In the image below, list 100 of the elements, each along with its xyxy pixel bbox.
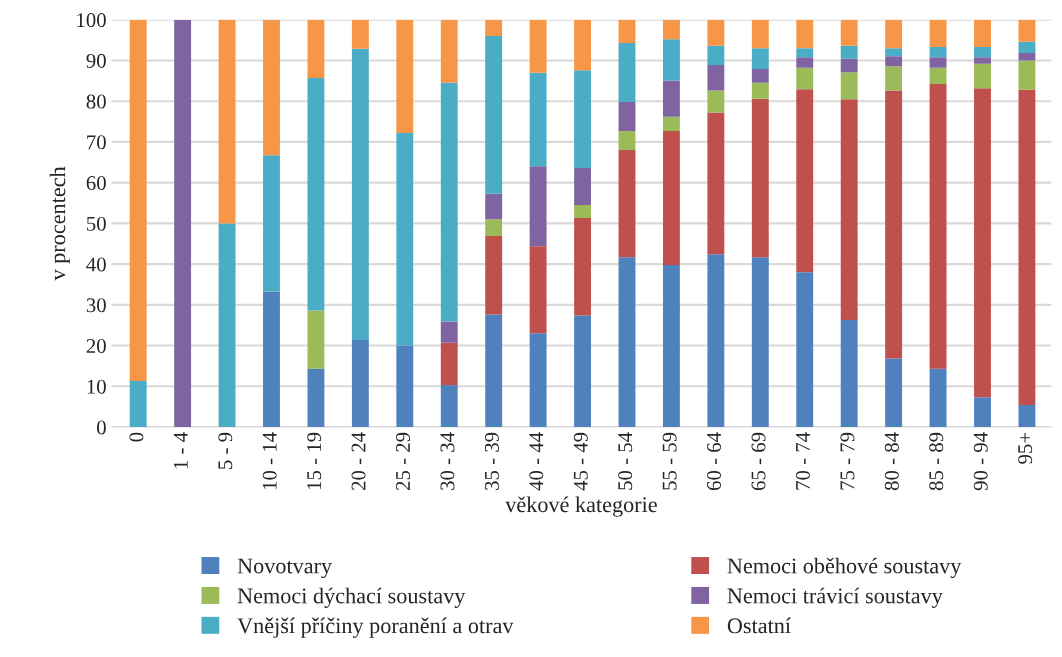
bar [885,358,903,428]
bar [662,116,680,131]
bar [885,56,903,67]
y-tick-label: 80 [86,94,106,109]
bar [796,67,814,90]
x-axis-title: věkové kategorie [505,496,657,517]
bar [796,19,814,49]
bar [529,166,547,247]
bar [440,342,458,386]
legend-label: Nemoci dýchací soustavy [237,587,466,608]
y-axis-title: v procentech [49,166,70,281]
bar [618,257,636,428]
y-tick-label: 60 [86,176,106,191]
x-tick-label: 60 - 64 [707,432,722,491]
bar [885,66,903,91]
bar [751,19,769,49]
bar [351,339,369,428]
bar [440,385,458,428]
bar [529,333,547,428]
bar [662,39,680,81]
bar [529,72,547,167]
bar [707,45,725,65]
x-tick-label: 55 - 59 [662,432,677,490]
bar [529,19,547,73]
bar [307,77,325,311]
bar [218,19,236,224]
x-tick-label: 25 - 29 [396,432,411,491]
legend-label: Nemoci oběhové soustavy [727,557,962,579]
bar [840,319,858,428]
bar [662,19,680,40]
bar [974,397,991,428]
bar [662,130,680,265]
x-tick-label: 50 - 54 [618,432,633,490]
bar [840,72,858,100]
bar [796,48,814,58]
bar [485,219,503,237]
bar [1018,60,1036,90]
legend-label: Ostatní [727,617,791,634]
bar [840,45,858,59]
bar [574,167,591,206]
bar [351,19,369,49]
bar [174,19,192,428]
bar [885,48,903,57]
bar [929,368,947,428]
bar [618,101,636,131]
bar [751,48,769,69]
x-tick-label: 45 - 49 [573,432,588,491]
y-tick-label: 20 [86,338,106,354]
bar [707,90,725,113]
x-tick-label: 95+ [1018,432,1033,464]
y-tick-label: 0 [97,420,106,435]
bar [929,19,947,47]
legend-label: Nemoci trávicí soustavy [727,587,943,608]
bar [485,193,503,220]
x-tick-label: 40 - 44 [529,432,544,491]
bar [396,19,414,133]
bar [307,19,325,78]
bar [307,368,325,428]
x-tick-label: 90 - 94 [973,432,988,491]
x-tick-label: 1 - 4 [173,432,188,469]
bar [840,19,858,46]
bar [796,57,814,68]
bar [440,19,458,83]
bar [263,155,280,292]
bar [929,47,947,58]
legend-label: Novotvary [237,558,333,579]
bar [396,132,414,346]
x-tick-label: 10 - 14 [262,432,277,490]
bar [618,42,636,102]
y-tick-label: 30 [86,298,106,313]
bar [707,112,725,255]
bar [751,69,769,83]
bar [796,89,814,273]
bar [1018,89,1036,406]
bar [129,381,147,428]
x-tick-label: 0 [129,432,144,442]
bar [618,130,636,151]
bar [574,19,591,71]
bar [796,272,814,428]
bar [218,223,236,428]
bar [1018,41,1036,54]
bar [974,63,991,89]
x-tick-label: 35 - 39 [484,432,499,490]
x-tick-label: 75 - 79 [840,432,855,490]
bar [529,246,547,334]
x-tick-label: 30 - 34 [440,432,455,490]
legend-label: Vnější příčiny poranění a otrav [237,617,514,638]
bar [974,47,991,58]
bar [351,48,369,340]
y-tick-label: 70 [87,135,106,150]
bar [751,257,769,428]
bar [929,67,947,85]
bar [929,84,947,369]
bar [574,70,591,168]
bar [1018,53,1036,61]
bar [751,82,769,99]
x-tick-label: 20 - 24 [351,432,366,491]
bar [574,218,591,316]
bar [618,150,636,258]
x-tick-label: 65 - 69 [751,432,766,491]
